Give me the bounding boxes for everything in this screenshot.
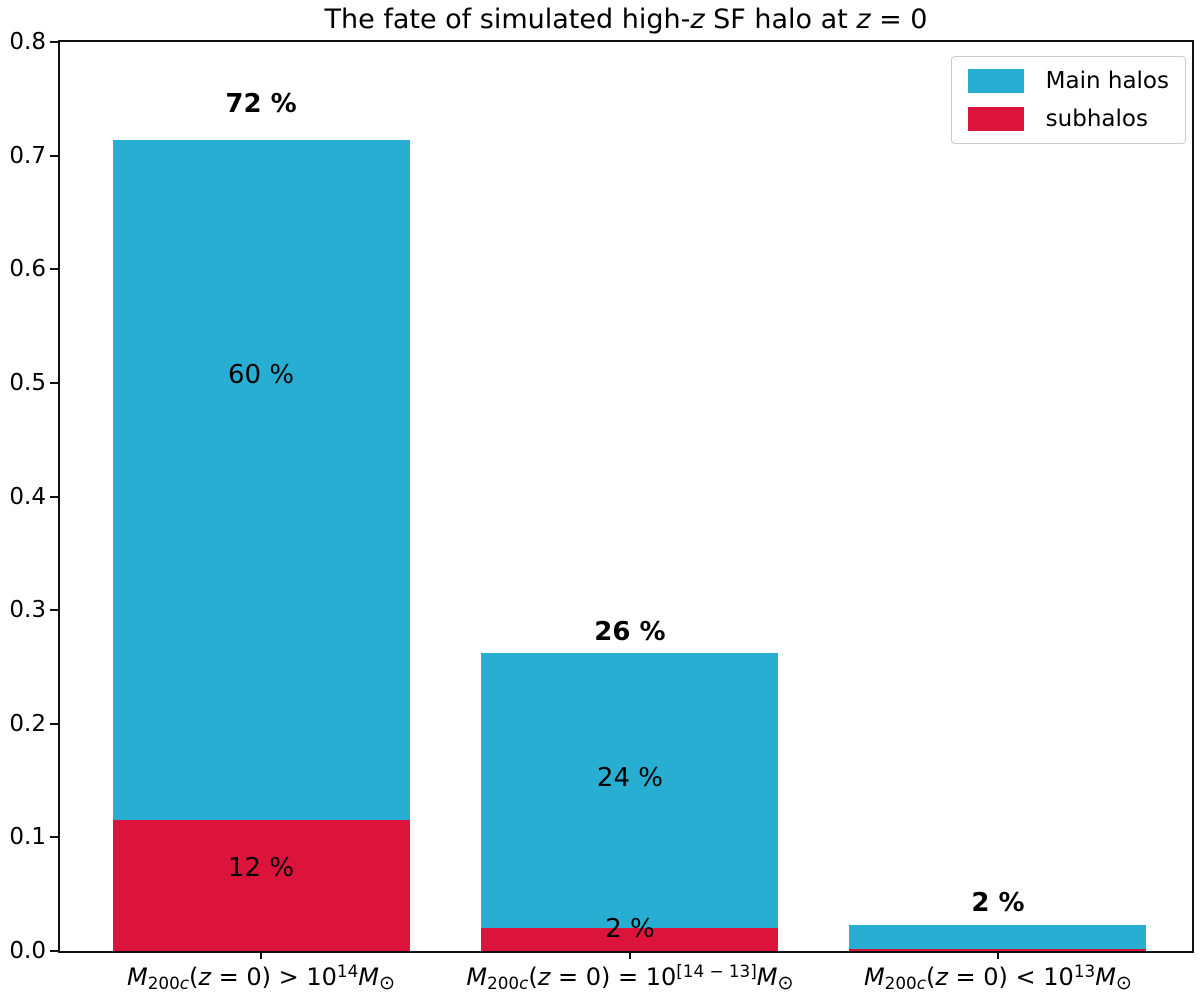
y-tick-mark (50, 268, 58, 271)
bar-segment-label: 60 % (228, 359, 295, 390)
x-category-label-run: M (756, 963, 778, 991)
x-category-label: M200c(z = 0) > 1014M⊙ (127, 961, 396, 995)
legend-label-main-halos: Main halos (1045, 68, 1169, 94)
y-tick-label: 0.4 (9, 483, 46, 510)
bar-segment-main-halos (112, 139, 410, 821)
y-tick-label: 0.6 (9, 256, 46, 283)
y-tick-mark (50, 495, 58, 498)
bar-segment-subhalos (112, 820, 410, 951)
x-category-label-run: ⊙ (378, 971, 396, 995)
x-category-label-run: z (935, 963, 948, 991)
main-halos-color-swatch (967, 69, 1024, 93)
x-category-label-run: 200 (487, 973, 520, 994)
x-category-label-run: M (358, 963, 379, 991)
x-category-label-run: z (537, 963, 551, 991)
x-category-label-run: z (198, 963, 211, 991)
y-tick-mark (50, 609, 58, 612)
y-tick-label: 0.2 (9, 710, 46, 737)
bar-segment-label: 24 % (596, 763, 663, 794)
legend: Main halos subhalos (950, 56, 1186, 144)
x-category-label-run: c (519, 973, 529, 994)
x-category-label-run: M (1095, 963, 1116, 991)
y-tick-label: 0.5 (9, 369, 46, 396)
chart-title-run: SF halo at (704, 4, 857, 35)
subhalos-color-swatch (967, 107, 1024, 131)
y-tick-mark (50, 381, 58, 384)
y-tick-label: 0.0 (9, 938, 46, 964)
chart-title-run: z (690, 4, 705, 35)
chart-title-run: = 0 (870, 4, 928, 35)
x-category-label-run: = 0) = 10 (550, 963, 677, 991)
bar-total-label: 72 % (225, 89, 297, 120)
y-tick-label: 0.7 (9, 142, 46, 169)
bar-total-label: 2 % (971, 888, 1025, 919)
plot-area: 72 % 60 % 12 % 26 % 24 % 2 % 2 % Main halos su… (58, 40, 1194, 953)
bars-layer (60, 42, 1192, 951)
bar-segment-main-halos (849, 924, 1147, 949)
x-category-label-run: ( (189, 963, 199, 991)
chart-title-run: z (856, 4, 871, 35)
y-tick-label: 0.8 (9, 29, 46, 55)
x-tick-mark (260, 951, 263, 959)
x-category-label-run: = 0) < 10 (947, 963, 1074, 991)
y-tick-mark (50, 722, 58, 725)
bar-segment-main-halos (481, 653, 779, 929)
bar-segment-subhalos (849, 948, 1147, 951)
bar-total-label: 26 % (594, 616, 666, 647)
x-category-label-run: M (863, 963, 885, 991)
legend-entry-main-halos: Main halos (967, 68, 1169, 94)
x-category-label-run: M (127, 963, 148, 991)
x-category-label-run: [14 − 13] (676, 961, 757, 982)
chart-title: The fate of simulated high-z SF halo at … (58, 4, 1194, 35)
bar-segment-label: 2 % (605, 914, 655, 945)
x-category-label-run: ( (528, 963, 538, 991)
bar-segment-label: 12 % (228, 853, 295, 884)
y-tick-mark (50, 836, 58, 839)
x-category-label: M200c(z = 0) < 1013M⊙ (863, 961, 1132, 995)
x-tick-mark (996, 951, 999, 959)
x-category-label: M200c(z = 0) = 10[14 − 13]M⊙ (466, 961, 794, 995)
legend-label-subhalos: subhalos (1045, 106, 1148, 132)
x-tick-mark (628, 951, 631, 959)
annotations-layer: 72 % 60 % 12 % 26 % 24 % 2 % 2 % (60, 42, 1192, 951)
x-category-label-run: 14 (336, 961, 359, 982)
x-category-label-run: c (916, 973, 926, 994)
y-tick-label: 0.3 (9, 597, 46, 624)
x-category-label-run: c (179, 973, 189, 994)
y-tick-mark (50, 154, 58, 157)
x-category-label-run: = 0) > 10 (210, 963, 337, 991)
x-category-label-run: 13 (1073, 961, 1096, 982)
y-tick-label: 0.1 (9, 824, 46, 851)
x-category-label-run: ⊙ (1115, 971, 1132, 995)
bar-segment-subhalos (481, 928, 779, 951)
x-category-label-run: 200 (884, 973, 917, 994)
y-tick-mark (50, 41, 58, 43)
x-category-label-run: ( (925, 963, 936, 991)
x-category-label-run: 200 (147, 973, 180, 994)
x-category-label-run: M (466, 963, 488, 991)
chart-title-run: The fate of simulated high- (324, 4, 691, 35)
x-category-label-run: ⊙ (777, 971, 794, 995)
y-tick-mark (50, 950, 58, 952)
legend-entry-subhalos: subhalos (967, 106, 1169, 132)
